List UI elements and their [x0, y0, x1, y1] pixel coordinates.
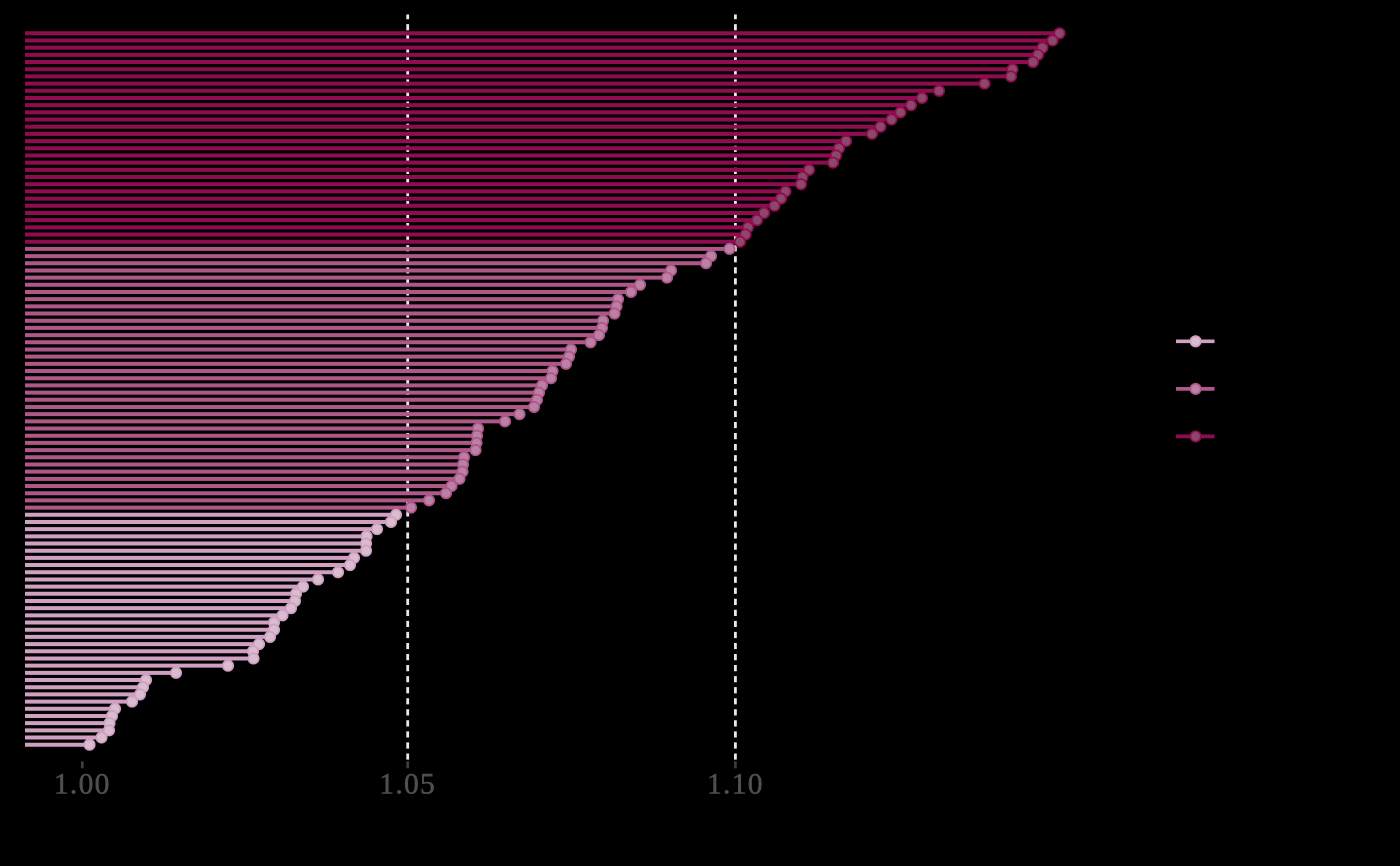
svg-text:1.05: 1.05: [379, 769, 436, 801]
svg-text:1.00: 1.00: [54, 769, 111, 801]
svg-text:1.10: 1.10: [707, 769, 764, 801]
